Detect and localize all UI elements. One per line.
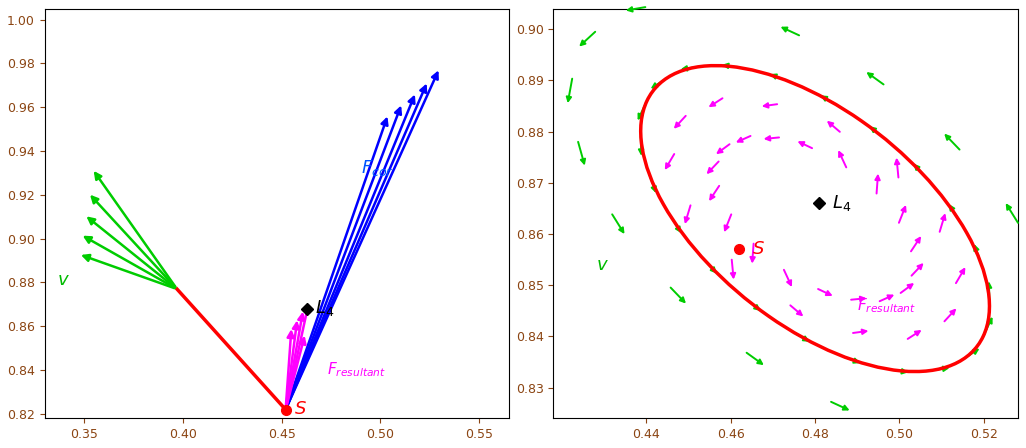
Text: $v$: $v$ (596, 256, 608, 274)
Text: $F_{resultant}$: $F_{resultant}$ (858, 297, 916, 315)
Text: $S$: $S$ (752, 241, 764, 258)
Text: $v$: $v$ (56, 271, 70, 289)
Text: $S$: $S$ (293, 400, 307, 418)
Text: $F_{cor}$: $F_{cor}$ (361, 158, 394, 178)
Text: $F_{resultant}$: $F_{resultant}$ (327, 361, 386, 379)
Text: $L_4$: $L_4$ (832, 194, 852, 213)
Text: $L_4$: $L_4$ (315, 298, 334, 318)
